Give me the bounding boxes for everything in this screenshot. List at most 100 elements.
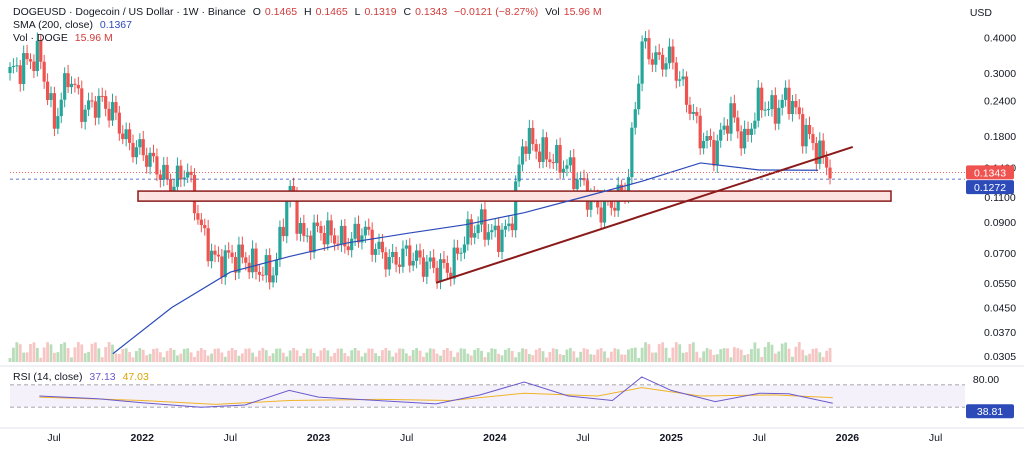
- volume-bar: [169, 348, 172, 362]
- candle-body: [459, 252, 463, 254]
- volume-bar: [650, 352, 654, 362]
- volume-bar: [739, 349, 743, 362]
- volume-bar: [275, 348, 278, 362]
- candle-body: [278, 226, 282, 260]
- support-zone[interactable]: [137, 190, 892, 202]
- candle-body: [736, 117, 740, 132]
- candle-body: [691, 111, 695, 114]
- volume-bar: [305, 348, 309, 362]
- volume-bar: [681, 352, 685, 362]
- volume-bar: [8, 358, 12, 362]
- candle-body: [818, 140, 822, 164]
- last-price-badge-text: 0.1343: [974, 167, 1006, 179]
- candle-body: [674, 62, 678, 81]
- ascending-trendline[interactable]: [435, 146, 854, 284]
- volume-bar: [664, 347, 668, 362]
- candle-body: [500, 229, 504, 252]
- candle-body: [329, 220, 333, 236]
- volume-bar: [808, 353, 811, 362]
- volume-bar: [668, 357, 671, 362]
- volume-bar: [179, 353, 183, 362]
- volume-legend[interactable]: Vol · DOGE 15.96 M: [13, 32, 117, 45]
- sma-legend[interactable]: SMA (200, close) 0.1367: [13, 19, 136, 32]
- candle-body: [261, 274, 265, 276]
- sma-200-line: [112, 162, 819, 355]
- candle-body: [319, 226, 323, 233]
- candle-body: [479, 209, 484, 225]
- volume-bar: [240, 353, 244, 362]
- volume-bar: [466, 353, 470, 362]
- volume-bar: [100, 357, 104, 362]
- volume-bar: [671, 347, 675, 362]
- volume-bar: [517, 352, 521, 362]
- volume-bar: [497, 353, 501, 362]
- volume-bar: [70, 357, 73, 362]
- volume-bar: [203, 349, 207, 362]
- volume-bar: [473, 349, 477, 362]
- high-key: H: [303, 6, 312, 18]
- candle-body: [254, 248, 258, 272]
- volume-bar: [80, 344, 84, 362]
- candle-body: [59, 99, 63, 117]
- volume-bar: [586, 349, 589, 362]
- candle-body: [124, 129, 128, 140]
- volume-bar: [90, 343, 94, 362]
- candle-body: [712, 139, 716, 166]
- candle-body: [449, 272, 453, 279]
- candle-body: [514, 181, 518, 231]
- volume-bar: [213, 348, 217, 362]
- candle-body: [367, 226, 371, 230]
- volume-bar: [404, 353, 408, 362]
- volume-bar: [514, 357, 518, 362]
- candle-body: [322, 232, 326, 245]
- candle-body: [777, 107, 781, 124]
- volume-bar: [565, 349, 569, 362]
- candle-body: [28, 59, 33, 62]
- candle-body: [534, 144, 538, 152]
- candle-body: [640, 41, 644, 84]
- volume-bar: [709, 349, 712, 362]
- volume-bar: [616, 349, 620, 362]
- close-value: 0.1343: [415, 6, 448, 18]
- volume-bar: [620, 354, 624, 362]
- candle-body: [216, 254, 221, 257]
- candle-body: [73, 83, 77, 85]
- candle-body: [490, 230, 494, 233]
- candle-body: [15, 65, 19, 67]
- candle-body: [63, 73, 67, 100]
- volume-value: 15.96 M: [563, 6, 602, 18]
- candle-body: [298, 223, 303, 234]
- volume-bar: [384, 348, 388, 362]
- candle-body: [688, 104, 692, 114]
- candle-body: [486, 232, 490, 240]
- candle-body: [397, 264, 402, 267]
- candle-body: [794, 100, 798, 108]
- candle-body: [421, 257, 426, 277]
- volume-bar: [141, 349, 145, 362]
- candle-body: [807, 124, 812, 135]
- candle-body: [401, 248, 405, 267]
- candle-body: [56, 116, 60, 129]
- rsi-legend[interactable]: RSI (14, close) 37.13 47.03: [13, 371, 153, 383]
- volume-bar: [791, 356, 794, 362]
- candle-body: [257, 271, 262, 275]
- volume-bar: [29, 344, 32, 362]
- volume-bar: [124, 348, 128, 362]
- candle-body: [346, 246, 350, 251]
- volume-bar: [531, 355, 535, 362]
- rsi-tick-label: 80.00: [973, 374, 999, 386]
- volume-bar: [534, 349, 538, 362]
- volume-bar: [698, 357, 702, 362]
- volume-bar: [722, 348, 726, 362]
- candle-body: [797, 107, 801, 115]
- candle-body: [520, 146, 525, 165]
- volume-bar: [521, 348, 524, 362]
- candle-body: [743, 128, 747, 149]
- volume-bar: [148, 353, 152, 362]
- volume-bar: [217, 348, 220, 362]
- volume-bar: [131, 357, 135, 362]
- volume-bar: [299, 356, 302, 362]
- volume-bar: [415, 348, 419, 362]
- candle-body: [753, 120, 757, 129]
